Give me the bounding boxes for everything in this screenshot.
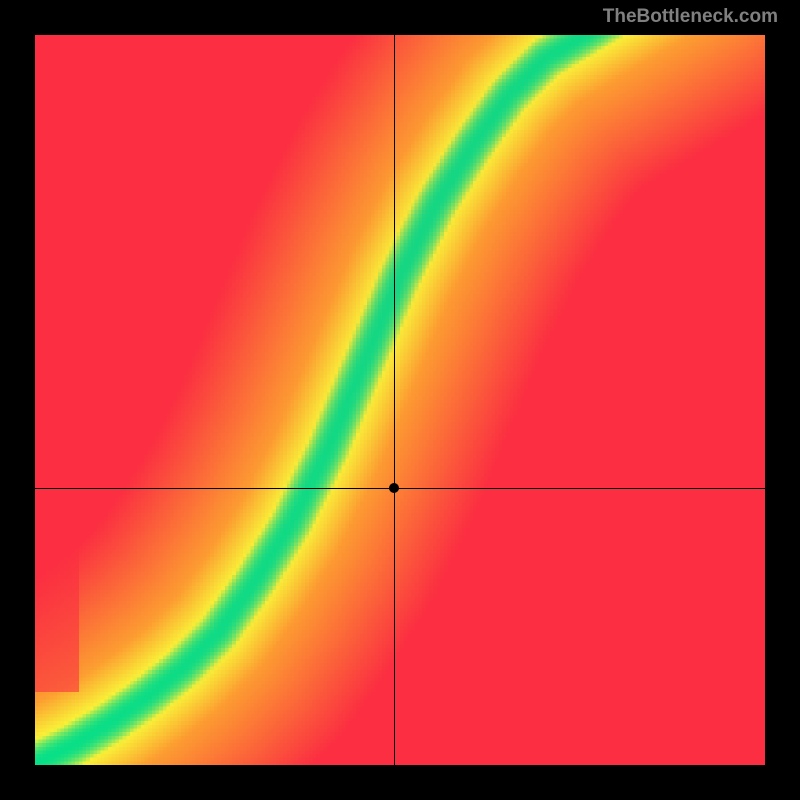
crosshair-vertical <box>394 35 395 765</box>
crosshair-marker <box>389 483 399 493</box>
crosshair-horizontal <box>35 488 765 489</box>
watermark-text: TheBottleneck.com <box>603 6 778 28</box>
heatmap-canvas <box>35 35 765 765</box>
heatmap-plot <box>35 35 765 765</box>
